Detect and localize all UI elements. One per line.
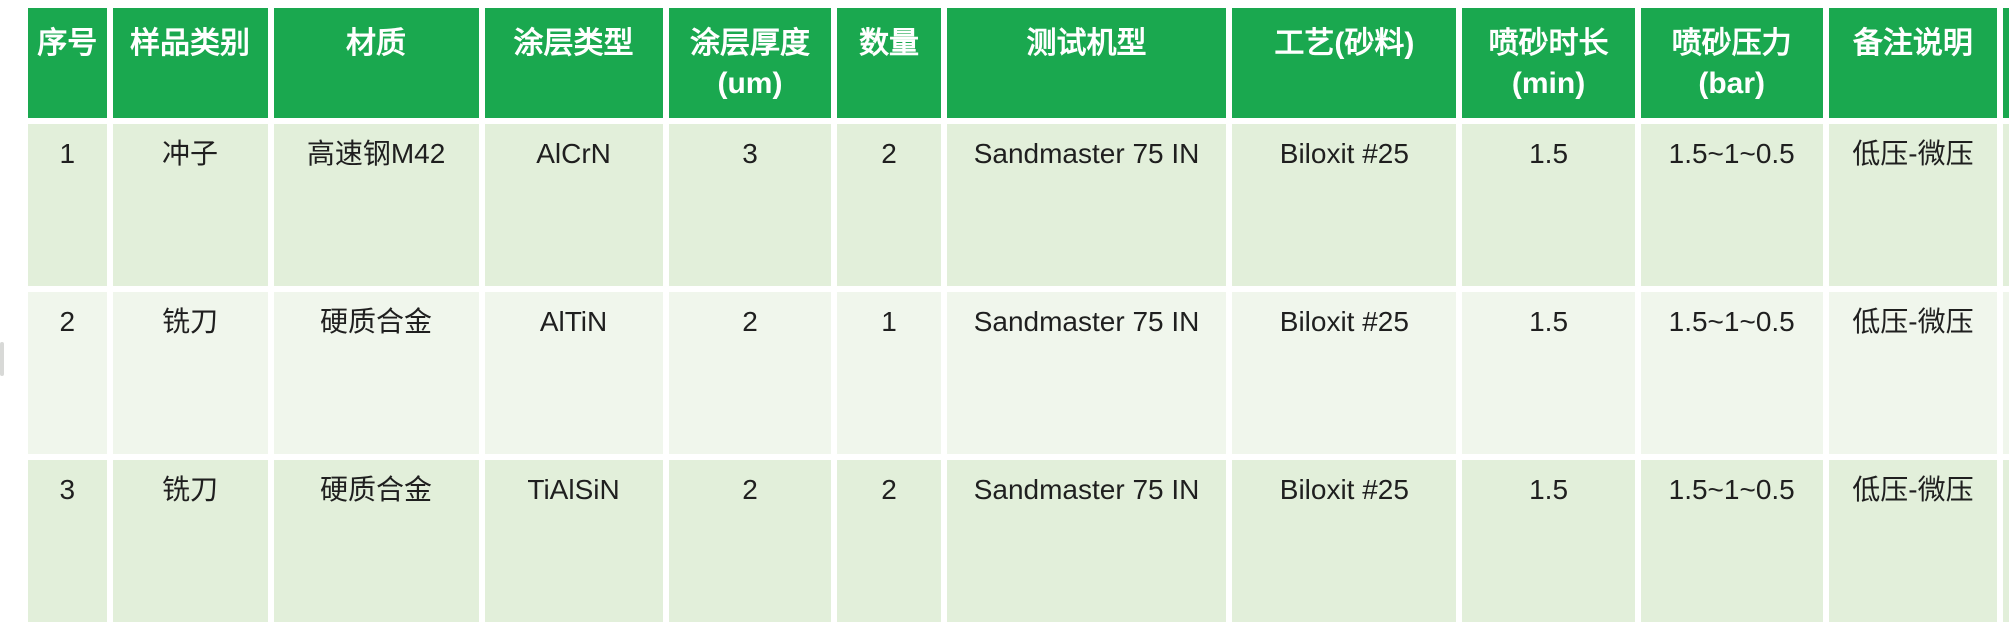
- header-row: 序号 样品类别 材质 涂层类型 涂层厚度 (um) 数量 测试机型 工艺(砂料) 喷砂时长 (m…: [28, 8, 2009, 118]
- cell-r3-c1: 铣刀: [112, 460, 268, 622]
- cell-r1-c3: AlCrN: [484, 124, 663, 286]
- cell-r1-c10: 低压-微压: [1828, 124, 1998, 286]
- column-header-5: 数量: [837, 8, 941, 118]
- cell-r1-c0: 1: [28, 124, 107, 286]
- cell-r2-c0: 2: [28, 292, 107, 454]
- cutoff-column-cell-sliver: [2003, 292, 2009, 454]
- cell-r2-c2: 硬质合金: [273, 292, 479, 454]
- cell-r1-c1: 冲子: [112, 124, 268, 286]
- cell-r3-c6: Sandmaster 75 IN: [946, 460, 1227, 622]
- column-header-2: 材质: [273, 8, 479, 118]
- cell-r1-c5: 2: [837, 124, 941, 286]
- cell-r3-c9: 1.5~1~0.5: [1640, 460, 1823, 622]
- cell-r3-c7: Biloxit #25: [1232, 460, 1457, 622]
- table-row-2: 2 铣刀 硬质合金 AlTiN 2 1 Sandmaster 75 IN Biloxit #2…: [28, 292, 2009, 454]
- table-row-1: 1 冲子 高速钢M42 AlCrN 3 2 Sandmaster 75 IN Biloxit …: [28, 124, 2009, 286]
- left-edge-scan-artifact: [0, 342, 4, 376]
- table-row-3: 3 铣刀 硬质合金 TiAlSiN 2 2 Sandmaster 75 IN Biloxit …: [28, 460, 2009, 622]
- column-header-4: 涂层厚度 (um): [668, 8, 832, 118]
- cell-r2-c4: 2: [668, 292, 832, 454]
- cell-r1-c2: 高速钢M42: [273, 124, 479, 286]
- cell-r1-c7: Biloxit #25: [1232, 124, 1457, 286]
- cutoff-column-header-sliver: [2003, 8, 2009, 118]
- cell-r3-c4: 2: [668, 460, 832, 622]
- cell-r3-c10: 低压-微压: [1828, 460, 1998, 622]
- cell-r2-c1: 铣刀: [112, 292, 268, 454]
- cell-r3-c3: TiAlSiN: [484, 460, 663, 622]
- table-header: 序号 样品类别 材质 涂层类型 涂层厚度 (um) 数量 测试机型 工艺(砂料) 喷砂时长 (m…: [28, 8, 2009, 118]
- cell-r3-c5: 2: [837, 460, 941, 622]
- cell-r2-c8: 1.5: [1462, 292, 1635, 454]
- cell-r1-c4: 3: [668, 124, 832, 286]
- column-header-1: 样品类别: [112, 8, 268, 118]
- cell-r1-c8: 1.5: [1462, 124, 1635, 286]
- cell-r2-c3: AlTiN: [484, 292, 663, 454]
- cell-r3-c2: 硬质合金: [273, 460, 479, 622]
- column-header-3: 涂层类型: [484, 8, 663, 118]
- sample-test-table-wrap: 序号 样品类别 材质 涂层类型 涂层厚度 (um) 数量 测试机型 工艺(砂料) 喷砂时长 (m…: [22, 2, 2015, 628]
- column-header-0: 序号: [28, 8, 107, 118]
- column-header-6: 测试机型: [946, 8, 1227, 118]
- cutoff-column-cell-sliver: [2003, 124, 2009, 286]
- cell-r1-c9: 1.5~1~0.5: [1640, 124, 1823, 286]
- column-header-10: 备注说明: [1828, 8, 1998, 118]
- column-header-9: 喷砂压力 (bar): [1640, 8, 1823, 118]
- cell-r1-c6: Sandmaster 75 IN: [946, 124, 1227, 286]
- sample-test-table: 序号 样品类别 材质 涂层类型 涂层厚度 (um) 数量 测试机型 工艺(砂料) 喷砂时长 (m…: [22, 2, 2015, 628]
- cell-r2-c7: Biloxit #25: [1232, 292, 1457, 454]
- cell-r2-c5: 1: [837, 292, 941, 454]
- table-body: 1 冲子 高速钢M42 AlCrN 3 2 Sandmaster 75 IN Biloxit …: [28, 124, 2009, 622]
- cutoff-column-cell-sliver: [2003, 460, 2009, 622]
- column-header-7: 工艺(砂料): [1232, 8, 1457, 118]
- cell-r3-c8: 1.5: [1462, 460, 1635, 622]
- cell-r2-c10: 低压-微压: [1828, 292, 1998, 454]
- cell-r2-c6: Sandmaster 75 IN: [946, 292, 1227, 454]
- cell-r3-c0: 3: [28, 460, 107, 622]
- cell-r2-c9: 1.5~1~0.5: [1640, 292, 1823, 454]
- column-header-8: 喷砂时长 (min): [1462, 8, 1635, 118]
